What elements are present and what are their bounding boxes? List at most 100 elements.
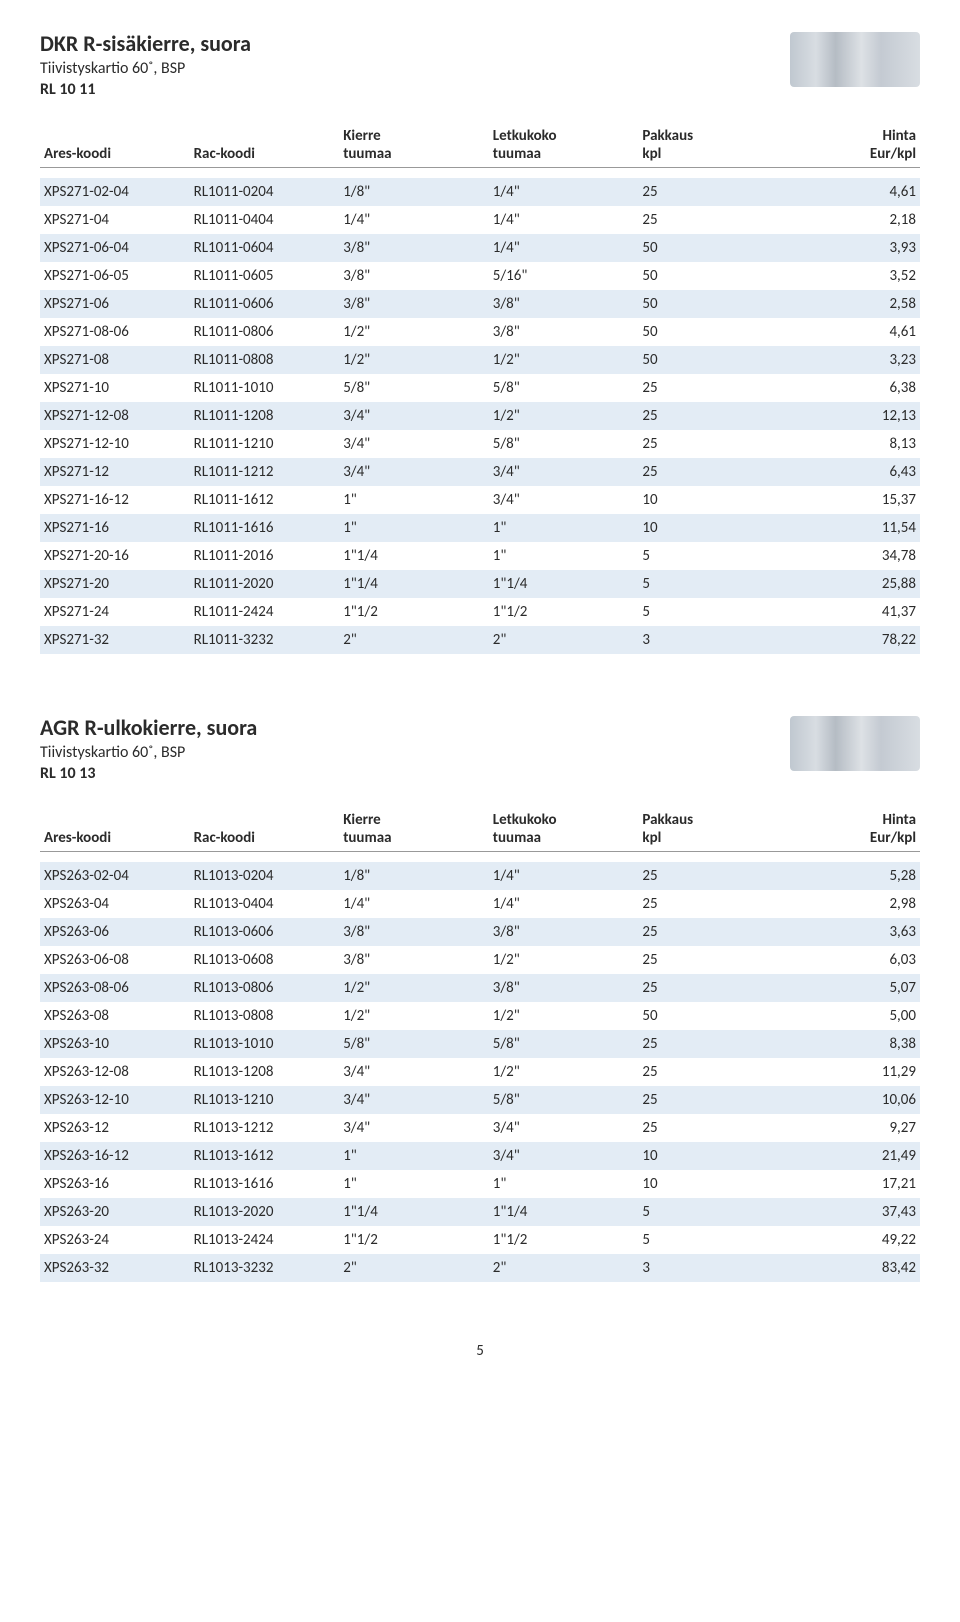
cell-kierre: 3/8" [339, 290, 489, 318]
cell-hinta: 15,37 [753, 486, 920, 514]
section-model: RL 10 13 [40, 764, 257, 783]
cell-pakkaus: 50 [638, 1002, 752, 1030]
cell-rac: RL1011-0606 [190, 290, 340, 318]
cell-kierre: 5/8" [339, 1030, 489, 1058]
cell-ares: XPS263-12-08 [40, 1058, 190, 1086]
cell-rac: RL1013-0204 [190, 862, 340, 890]
cell-pakkaus: 25 [638, 178, 752, 206]
col-rac: Rac-koodi [190, 121, 340, 168]
cell-kierre: 3/8" [339, 262, 489, 290]
cell-hinta: 2,58 [753, 290, 920, 318]
cell-rac: RL1011-0604 [190, 234, 340, 262]
cell-hinta: 3,23 [753, 346, 920, 374]
cell-letku: 5/8" [489, 430, 639, 458]
cell-letku: 3/8" [489, 290, 639, 318]
section-model: RL 10 11 [40, 80, 251, 99]
cell-rac: RL1011-3232 [190, 626, 340, 654]
cell-hinta: 5,28 [753, 862, 920, 890]
cell-rac: RL1013-2424 [190, 1226, 340, 1254]
cell-kierre: 1"1/2 [339, 1226, 489, 1254]
cell-rac: RL1011-2016 [190, 542, 340, 570]
cell-hinta: 4,61 [753, 318, 920, 346]
cell-letku: 2" [489, 626, 639, 654]
cell-pakkaus: 25 [638, 946, 752, 974]
cell-ares: XPS271-08 [40, 346, 190, 374]
table-row: XPS263-06-08 RL1013-0608 3/8" 1/2" 25 6,… [40, 946, 920, 974]
table-row: XPS263-16-12 RL1013-1612 1" 3/4" 10 21,4… [40, 1142, 920, 1170]
cell-rac: RL1011-0404 [190, 206, 340, 234]
cell-ares: XPS271-16 [40, 514, 190, 542]
cell-kierre: 3/8" [339, 946, 489, 974]
cell-pakkaus: 50 [638, 262, 752, 290]
table-row: XPS263-06 RL1013-0606 3/8" 3/8" 25 3,63 [40, 918, 920, 946]
cell-rac: RL1011-1212 [190, 458, 340, 486]
table-row: XPS271-12-10 RL1011-1210 3/4" 5/8" 25 8,… [40, 430, 920, 458]
cell-letku: 2" [489, 1254, 639, 1282]
cell-letku: 1/2" [489, 346, 639, 374]
cell-kierre: 3/4" [339, 1086, 489, 1114]
cell-letku: 5/16" [489, 262, 639, 290]
cell-letku: 1" [489, 542, 639, 570]
cell-rac: RL1013-0806 [190, 974, 340, 1002]
cell-ares: XPS271-32 [40, 626, 190, 654]
cell-hinta: 3,63 [753, 918, 920, 946]
cell-kierre: 3/4" [339, 1114, 489, 1142]
cell-letku: 1/4" [489, 890, 639, 918]
cell-hinta: 4,61 [753, 178, 920, 206]
cell-letku: 5/8" [489, 374, 639, 402]
cell-kierre: 2" [339, 626, 489, 654]
table-row: XPS263-12-08 RL1013-1208 3/4" 1/2" 25 11… [40, 1058, 920, 1086]
cell-pakkaus: 50 [638, 346, 752, 374]
cell-hinta: 6,43 [753, 458, 920, 486]
col-letku: Letkukokotuumaa [489, 805, 639, 852]
table-row: XPS263-24 RL1013-2424 1"1/2 1"1/2 5 49,2… [40, 1226, 920, 1254]
cell-hinta: 49,22 [753, 1226, 920, 1254]
cell-hinta: 21,49 [753, 1142, 920, 1170]
cell-pakkaus: 10 [638, 1142, 752, 1170]
cell-kierre: 3/4" [339, 1058, 489, 1086]
cell-ares: XPS271-12-10 [40, 430, 190, 458]
cell-kierre: 1"1/4 [339, 1198, 489, 1226]
col-ares: Ares-koodi [40, 121, 190, 168]
product-section: AGR R-ulkokierre, suora Tiivistyskartio … [40, 714, 920, 1282]
cell-hinta: 9,27 [753, 1114, 920, 1142]
cell-ares: XPS263-32 [40, 1254, 190, 1282]
cell-hinta: 10,06 [753, 1086, 920, 1114]
table-row: XPS271-16 RL1011-1616 1" 1" 10 11,54 [40, 514, 920, 542]
cell-hinta: 25,88 [753, 570, 920, 598]
cell-letku: 1/4" [489, 234, 639, 262]
cell-hinta: 12,13 [753, 402, 920, 430]
cell-rac: RL1013-1010 [190, 1030, 340, 1058]
cell-rac: RL1011-0806 [190, 318, 340, 346]
cell-pakkaus: 25 [638, 862, 752, 890]
cell-letku: 1" [489, 1170, 639, 1198]
table-row: XPS263-04 RL1013-0404 1/4" 1/4" 25 2,98 [40, 890, 920, 918]
cell-hinta: 2,18 [753, 206, 920, 234]
cell-kierre: 1/2" [339, 1002, 489, 1030]
cell-pakkaus: 25 [638, 890, 752, 918]
cell-rac: RL1013-1210 [190, 1086, 340, 1114]
cell-letku: 5/8" [489, 1030, 639, 1058]
cell-ares: XPS263-12 [40, 1114, 190, 1142]
table-row: XPS271-24 RL1011-2424 1"1/2 1"1/2 5 41,3… [40, 598, 920, 626]
cell-kierre: 3/4" [339, 458, 489, 486]
cell-letku: 1/2" [489, 1058, 639, 1086]
cell-kierre: 1" [339, 486, 489, 514]
cell-ares: XPS263-02-04 [40, 862, 190, 890]
table-row: XPS271-16-12 RL1011-1612 1" 3/4" 10 15,3… [40, 486, 920, 514]
table-row: XPS263-02-04 RL1013-0204 1/8" 1/4" 25 5,… [40, 862, 920, 890]
cell-ares: XPS271-20 [40, 570, 190, 598]
cell-kierre: 3/4" [339, 430, 489, 458]
table-row: XPS271-08 RL1011-0808 1/2" 1/2" 50 3,23 [40, 346, 920, 374]
cell-rac: RL1011-1612 [190, 486, 340, 514]
cell-ares: XPS263-12-10 [40, 1086, 190, 1114]
table-row: XPS263-08 RL1013-0808 1/2" 1/2" 50 5,00 [40, 1002, 920, 1030]
cell-ares: XPS263-08-06 [40, 974, 190, 1002]
cell-kierre: 1/8" [339, 178, 489, 206]
table-row: XPS271-12 RL1011-1212 3/4" 3/4" 25 6,43 [40, 458, 920, 486]
cell-letku: 3/4" [489, 1114, 639, 1142]
table-row: XPS271-32 RL1011-3232 2" 2" 3 78,22 [40, 626, 920, 654]
cell-kierre: 1/2" [339, 318, 489, 346]
cell-ares: XPS263-24 [40, 1226, 190, 1254]
cell-kierre: 2" [339, 1254, 489, 1282]
